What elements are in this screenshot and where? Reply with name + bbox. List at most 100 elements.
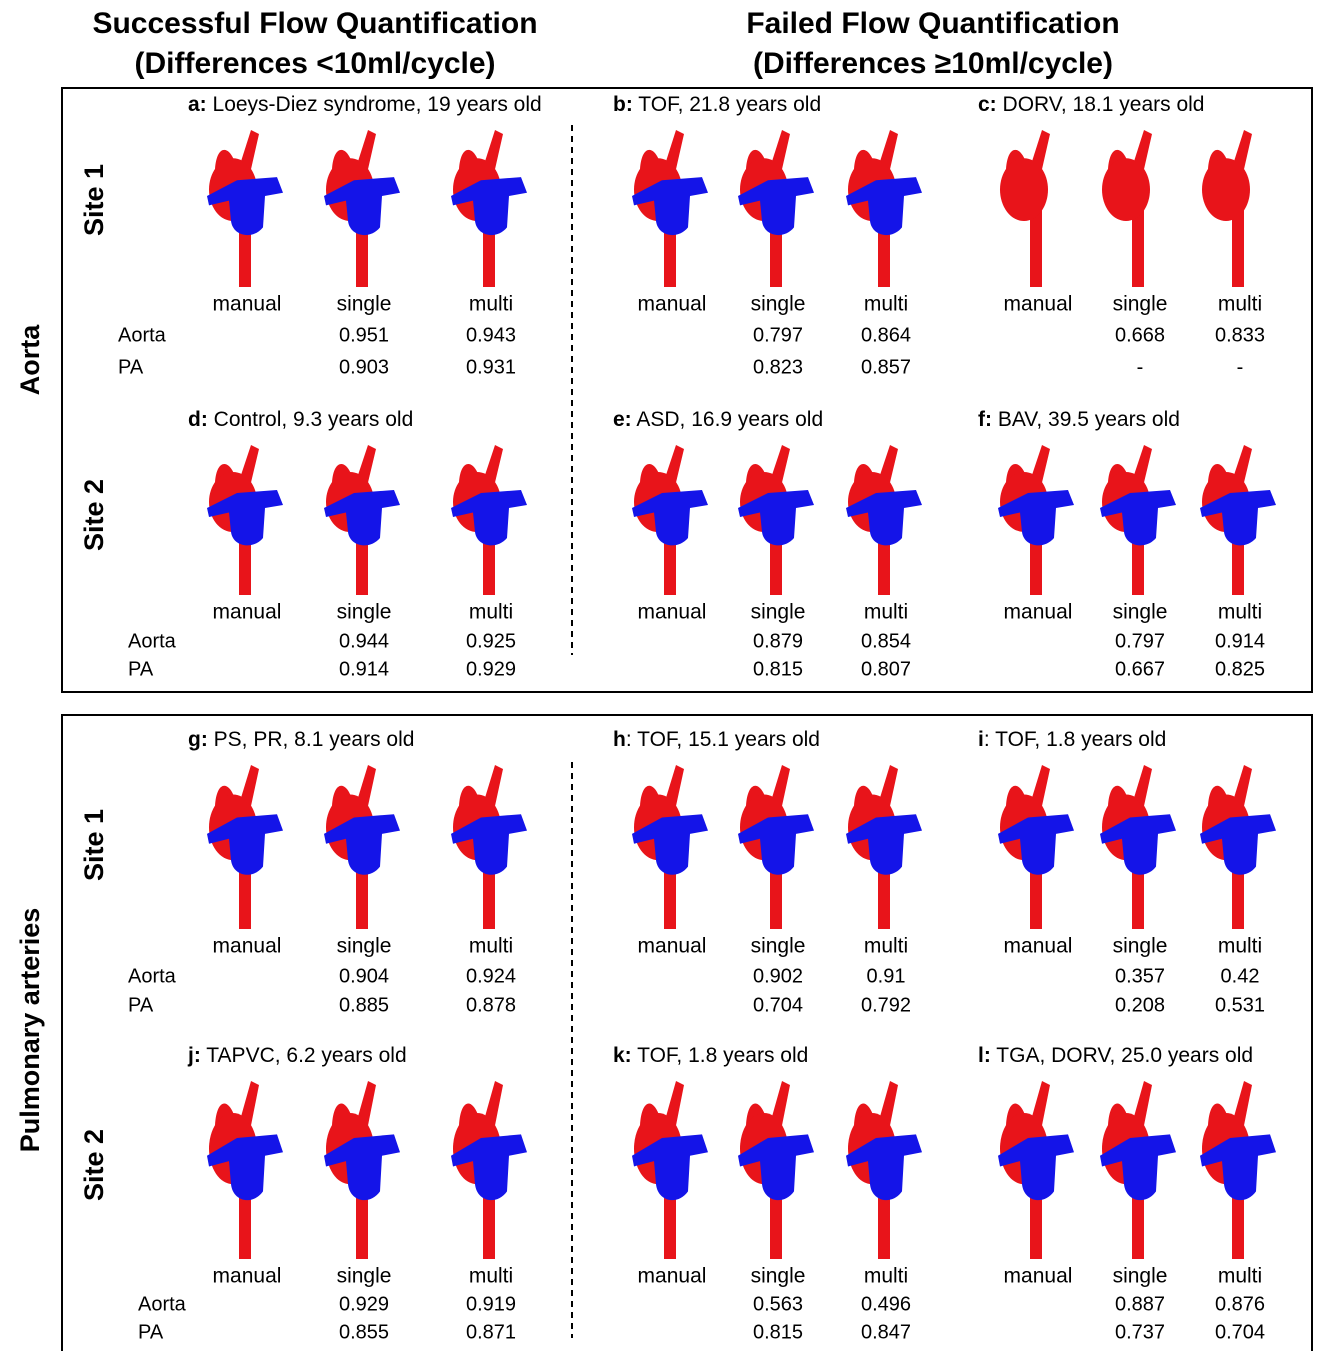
rendering (1100, 1081, 1176, 1259)
score: 0.815 (753, 658, 803, 680)
rendering (207, 445, 283, 595)
pa-shape (846, 490, 922, 546)
rendering (846, 445, 922, 595)
score: 0.919 (466, 1293, 516, 1315)
panel-text: : TOF, 15.1 years old (626, 728, 820, 751)
panel-text: DORV, 18.1 years old (997, 93, 1205, 116)
vessel-top (666, 765, 684, 806)
row-label: PA (118, 356, 144, 378)
panel-title: h: TOF, 15.1 years old (613, 728, 820, 751)
header-subtitle: (Differences <10ml/cycle) (134, 47, 495, 80)
vessel-top (880, 1081, 898, 1126)
pa-shape (451, 1134, 527, 1201)
pa-shape (738, 177, 814, 236)
row-label: Aorta (118, 324, 167, 346)
panel-text: TOF, 1.8 years old (632, 1044, 809, 1067)
vessel-top (1134, 765, 1152, 806)
column-label: manual (213, 1265, 282, 1288)
row-label: Aorta (128, 965, 177, 987)
panel-title: b: TOF, 21.8 years old (613, 93, 821, 116)
pa-shape (207, 490, 283, 546)
vessel-top (1234, 1081, 1252, 1126)
column-label: single (1113, 1265, 1168, 1288)
panel-title: a: Loeys-Diez syndrome, 19 years old (188, 93, 542, 116)
rendering (1200, 445, 1276, 595)
score: 0.931 (466, 356, 516, 378)
vessel-top (880, 765, 898, 806)
rendering (1100, 765, 1176, 929)
panel-letter: e: (613, 408, 632, 431)
vessel-top (1234, 765, 1252, 806)
site-label: Site 2 (79, 1129, 109, 1201)
pa-shape (451, 490, 527, 546)
score: 0.42 (1221, 965, 1260, 987)
rendering (324, 130, 400, 287)
pa-shape (632, 177, 708, 236)
score: 0.496 (861, 1293, 911, 1315)
site-label: Site 1 (79, 809, 109, 881)
score: 0.792 (861, 994, 911, 1016)
score: - (1137, 356, 1144, 378)
rendering (1102, 130, 1152, 287)
group-label: Aorta (15, 324, 45, 395)
vessel-top (1234, 445, 1252, 483)
column-label: multi (469, 601, 513, 624)
panel-letter: g: (188, 728, 208, 751)
rendering (632, 445, 708, 595)
rendering (738, 445, 814, 595)
score: 0.904 (339, 965, 389, 987)
rendering (207, 765, 283, 929)
row-label: PA (138, 1321, 164, 1343)
score: 0.704 (1215, 1321, 1265, 1343)
vessel-top (358, 130, 376, 170)
rendering (998, 1081, 1074, 1259)
row-label: PA (128, 658, 154, 680)
score: 0.563 (753, 1293, 803, 1315)
heart-shape (1202, 158, 1250, 222)
panel-letter: i (978, 728, 984, 751)
column-label: manual (213, 935, 282, 958)
score: 0.357 (1115, 965, 1165, 987)
pa-shape (738, 490, 814, 546)
rendering (632, 765, 708, 929)
rendering (1100, 445, 1176, 595)
vessel-top (241, 1081, 259, 1126)
panel-title: j: TAPVC, 6.2 years old (187, 1044, 407, 1067)
rendering (846, 130, 922, 287)
rendering (451, 1081, 527, 1259)
column-label: manual (638, 1265, 707, 1288)
vessel-top (1134, 130, 1152, 170)
rendering (738, 765, 814, 929)
panel-letter: f: (978, 408, 992, 431)
pa-shape (451, 177, 527, 236)
column-label: single (337, 1265, 392, 1288)
pa-shape (324, 490, 400, 546)
column-label: single (1113, 293, 1168, 316)
row-label: PA (128, 994, 154, 1016)
vessel-top (1134, 445, 1152, 483)
vessel-top (241, 445, 259, 483)
pa-shape (1100, 1134, 1176, 1201)
score: 0.878 (466, 994, 516, 1016)
pa-shape (207, 1134, 283, 1201)
column-label: multi (1218, 601, 1262, 624)
vessel-top (358, 445, 376, 483)
score: 0.855 (339, 1321, 389, 1343)
column-label: single (337, 935, 392, 958)
vessel-top (1134, 1081, 1152, 1126)
panel-text: TOF, 21.8 years old (633, 93, 821, 116)
column-label: manual (638, 935, 707, 958)
column-label: multi (864, 293, 908, 316)
panel-letter: c: (978, 93, 997, 116)
pa-shape (738, 1134, 814, 1201)
column-label: single (1113, 935, 1168, 958)
panel-title: k: TOF, 1.8 years old (613, 1044, 808, 1067)
column-label: manual (638, 293, 707, 316)
heart-shape (1102, 158, 1150, 222)
score: 0.929 (466, 658, 516, 680)
rendering (324, 765, 400, 929)
vessel-top (358, 765, 376, 806)
score: 0.925 (466, 630, 516, 652)
vessel-top (666, 1081, 684, 1126)
